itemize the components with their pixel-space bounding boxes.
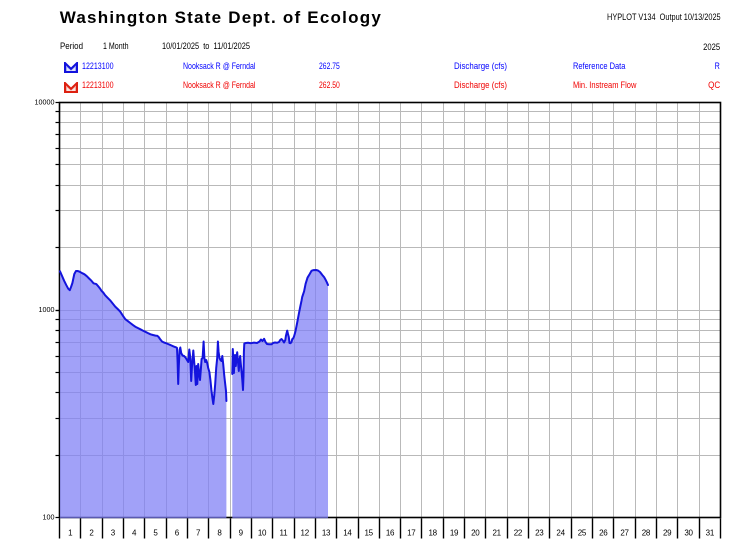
svg-text:18: 18 — [428, 529, 437, 538]
svg-text:22: 22 — [514, 529, 523, 538]
svg-text:25: 25 — [578, 529, 587, 538]
svg-text:100: 100 — [43, 512, 55, 521]
svg-text:20: 20 — [471, 529, 480, 538]
svg-text:9: 9 — [239, 529, 244, 538]
svg-text:24: 24 — [556, 529, 565, 538]
svg-text:27: 27 — [620, 529, 629, 538]
svg-text:4: 4 — [132, 529, 137, 538]
svg-text:17: 17 — [407, 529, 416, 538]
svg-text:3: 3 — [111, 529, 116, 538]
svg-text:10000: 10000 — [35, 97, 55, 106]
svg-text:8: 8 — [217, 529, 222, 538]
svg-text:28: 28 — [642, 529, 651, 538]
svg-text:5: 5 — [153, 529, 158, 538]
svg-text:2: 2 — [89, 529, 94, 538]
svg-text:26: 26 — [599, 529, 608, 538]
svg-text:1: 1 — [68, 529, 73, 538]
svg-text:23: 23 — [535, 529, 544, 538]
svg-text:29: 29 — [663, 529, 672, 538]
svg-text:14: 14 — [343, 529, 352, 538]
svg-text:6: 6 — [175, 529, 180, 538]
svg-text:15: 15 — [365, 529, 374, 538]
svg-text:19: 19 — [450, 529, 459, 538]
svg-text:7: 7 — [196, 529, 201, 538]
svg-text:21: 21 — [492, 529, 501, 538]
svg-text:16: 16 — [386, 529, 395, 538]
svg-text:10: 10 — [258, 529, 267, 538]
svg-text:11: 11 — [280, 529, 289, 538]
svg-text:1000: 1000 — [39, 305, 55, 314]
svg-text:13: 13 — [322, 529, 331, 538]
svg-text:31: 31 — [706, 529, 715, 538]
svg-text:30: 30 — [684, 529, 693, 538]
svg-text:12: 12 — [301, 529, 310, 538]
